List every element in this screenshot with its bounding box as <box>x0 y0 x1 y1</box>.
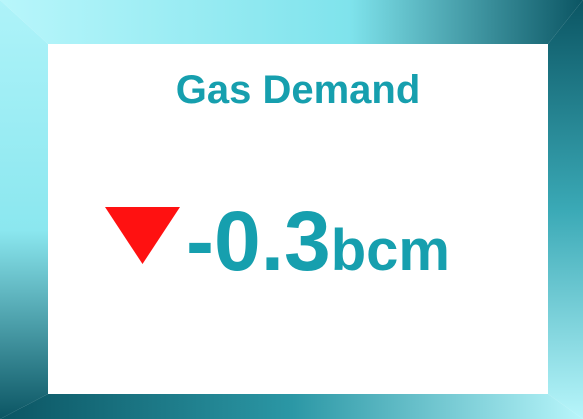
frame-bottom <box>0 394 583 419</box>
frame-top <box>0 0 583 44</box>
unit: bcm <box>331 218 450 283</box>
frame-right <box>548 0 583 419</box>
kpi-value: -0.3bcm <box>186 194 450 288</box>
frame-left <box>0 0 48 419</box>
card-title: Gas Demand <box>176 68 421 112</box>
down-arrow <box>105 207 180 264</box>
value: -0.3 <box>186 194 331 288</box>
